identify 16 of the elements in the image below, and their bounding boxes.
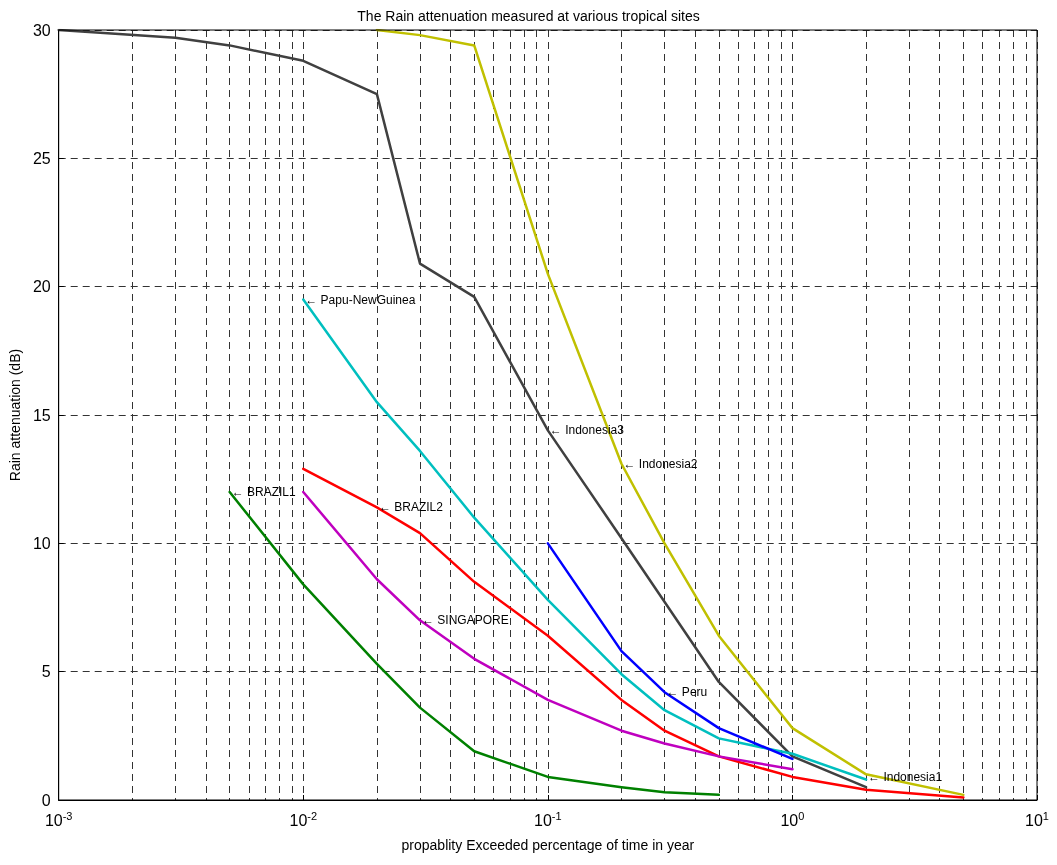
y-tick-label: 5 (41, 663, 51, 681)
y-axis-title: Rain attenuation (dB) (7, 348, 23, 482)
y-tick-label: 20 (32, 278, 51, 296)
annotation: ← Indonesia2 (623, 456, 698, 471)
y-tick-label: 25 (32, 149, 51, 167)
annotation: ← Papu-NewGuinea (305, 292, 416, 307)
annotation: ← SINGAPORE (421, 613, 509, 628)
annotation: ← BRAZIL2 (378, 500, 444, 515)
annotation: ← Peru (666, 685, 708, 700)
y-tick-label: 30 (32, 21, 51, 39)
annotation: ← BRAZIL1 (231, 485, 296, 499)
y-tick-label: 10 (32, 534, 51, 552)
chart-title: The Rain attenuation measured at various tropical sites (357, 8, 700, 24)
x-axis-title: propablity Exceeded percentage of time in year (401, 837, 695, 853)
y-tick-label: 15 (32, 406, 51, 424)
y-tick-label: 0 (41, 791, 51, 809)
